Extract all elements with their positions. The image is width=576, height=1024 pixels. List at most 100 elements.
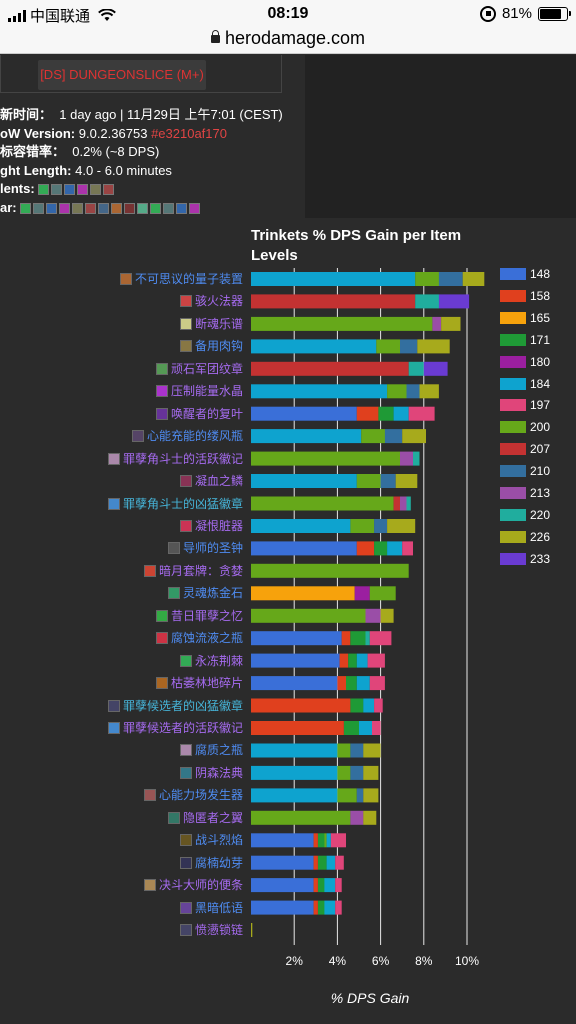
talent-tile-icon[interactable] <box>103 184 115 195</box>
bar-segment-171[interactable] <box>343 721 359 735</box>
bar-segment-171[interactable] <box>350 631 366 646</box>
bar-segment-184[interactable] <box>356 653 368 668</box>
bar-segment-197[interactable] <box>335 900 342 915</box>
item-label[interactable]: 凝恨脏器 <box>0 518 243 534</box>
bar-segment-197[interactable] <box>330 833 346 848</box>
bar-segment-226[interactable] <box>417 339 450 354</box>
bar-segment-197[interactable] <box>408 406 435 421</box>
bar-group[interactable] <box>251 451 420 466</box>
bar-segment-200[interactable] <box>387 384 407 399</box>
gear-tile-icon[interactable] <box>72 202 84 214</box>
bar-segment-233[interactable] <box>423 361 448 376</box>
bar-segment-220[interactable] <box>413 451 420 466</box>
bar-segment-148[interactable] <box>251 406 357 421</box>
bar-segment-184[interactable] <box>251 765 338 780</box>
bar-segment-200[interactable] <box>356 474 381 488</box>
bar-segment-184[interactable] <box>251 743 338 758</box>
legend-item[interactable]: 213 <box>500 485 570 501</box>
bar-group[interactable] <box>251 608 394 623</box>
bar-segment-197[interactable] <box>369 676 385 691</box>
dungeon-button[interactable]: [DS] DUNGEONSLICE (M+) <box>38 60 206 90</box>
bar-group[interactable] <box>251 855 344 870</box>
bar-group[interactable] <box>251 406 435 421</box>
bar-segment-200[interactable] <box>251 563 409 578</box>
bar-segment-148[interactable] <box>251 855 314 870</box>
bar-segment-148[interactable] <box>251 833 314 848</box>
bar-segment-171[interactable] <box>350 698 364 713</box>
bar-group[interactable] <box>251 900 342 915</box>
gear-tile-icon[interactable] <box>176 202 188 214</box>
bar-segment-171[interactable] <box>318 878 325 893</box>
bar-segment-171[interactable] <box>378 406 394 421</box>
bar-segment-148[interactable] <box>251 878 314 893</box>
bar-group[interactable] <box>251 384 439 399</box>
legend-item[interactable]: 171 <box>500 332 570 348</box>
item-label[interactable]: 罪孽候选者的活跃徽记 <box>0 720 243 736</box>
item-label[interactable]: 愤懑锁链 <box>0 922 243 938</box>
bar-segment-158[interactable] <box>356 541 375 556</box>
bar-segment-165[interactable] <box>251 586 355 601</box>
bar-segment-184[interactable] <box>326 855 336 870</box>
bar-segment-200[interactable] <box>369 586 396 601</box>
bar-segment-158[interactable] <box>339 653 349 668</box>
bar-segment-226[interactable] <box>441 316 461 331</box>
bar-segment-200[interactable] <box>324 833 327 848</box>
bar-segment-210[interactable] <box>350 743 364 758</box>
item-label[interactable]: 暗月套牌：贪婪 <box>0 563 243 579</box>
talent-tile-icon[interactable] <box>77 184 89 195</box>
bar-segment-226[interactable] <box>462 272 485 286</box>
bar-segment-213[interactable] <box>365 608 381 623</box>
talent-tile-icon[interactable] <box>64 184 76 195</box>
bar-segment-210[interactable] <box>356 788 364 803</box>
bar-segment-158[interactable] <box>313 855 318 870</box>
bar-group[interactable] <box>251 631 392 646</box>
url-bar[interactable]: herodamage.com <box>0 28 576 54</box>
item-label[interactable]: 腐质之瓶 <box>0 742 243 758</box>
gear-tile-icon[interactable] <box>111 202 123 214</box>
item-label[interactable]: 骇火法器 <box>0 293 243 309</box>
bar-segment-207[interactable] <box>251 294 416 309</box>
bar-segment-184[interactable] <box>251 519 351 533</box>
legend-item[interactable]: 184 <box>500 376 570 392</box>
bar-group[interactable] <box>251 563 409 578</box>
bar-segment-197[interactable] <box>335 878 342 893</box>
bar-segment-200[interactable] <box>361 429 385 444</box>
bar-segment-213[interactable] <box>350 810 364 825</box>
bar-group[interactable] <box>251 519 416 533</box>
bar-segment-158[interactable] <box>251 698 351 713</box>
bar-segment-210[interactable] <box>350 765 364 780</box>
bar-segment-210[interactable] <box>374 519 388 533</box>
talent-tile-icon[interactable] <box>51 184 63 195</box>
bar-segment-184[interactable] <box>393 406 409 421</box>
item-label[interactable]: 备用肉钩 <box>0 338 243 354</box>
legend-item[interactable]: 226 <box>500 529 570 545</box>
bar-segment-158[interactable] <box>337 676 346 691</box>
bar-group[interactable] <box>251 721 381 735</box>
bar-segment-200[interactable] <box>251 451 400 466</box>
bar-segment-226[interactable] <box>251 923 253 937</box>
bar-segment-184[interactable] <box>251 384 388 399</box>
item-label[interactable]: 心能充能的缕风瓶 <box>0 428 243 444</box>
bar-group[interactable] <box>251 272 485 286</box>
version-hash-link[interactable]: #e3210af170 <box>151 125 227 141</box>
bar-segment-200[interactable] <box>251 608 366 623</box>
gear-tile-icon[interactable] <box>150 202 162 214</box>
bar-segment-197[interactable] <box>374 698 383 713</box>
bar-segment-220[interactable] <box>408 361 424 376</box>
gear-tile-icon[interactable] <box>189 202 201 214</box>
bar-segment-207[interactable] <box>251 361 409 376</box>
bar-segment-171[interactable] <box>374 541 388 556</box>
bar-segment-200[interactable] <box>251 316 433 331</box>
bar-segment-197[interactable] <box>367 653 385 668</box>
bar-segment-210[interactable] <box>380 474 396 488</box>
bar-group[interactable] <box>251 496 411 511</box>
bar-segment-213[interactable] <box>400 496 407 511</box>
bar-segment-200[interactable] <box>415 272 439 286</box>
bar-segment-184[interactable] <box>387 541 403 556</box>
gear-tile-icon[interactable] <box>98 202 110 214</box>
item-label[interactable]: 罪孽候选者的凶猛徽章 <box>0 698 243 714</box>
bar-segment-184[interactable] <box>326 833 331 848</box>
bar-segment-213[interactable] <box>400 451 413 466</box>
bar-segment-148[interactable] <box>251 541 357 556</box>
bar-segment-184[interactable] <box>363 698 375 713</box>
